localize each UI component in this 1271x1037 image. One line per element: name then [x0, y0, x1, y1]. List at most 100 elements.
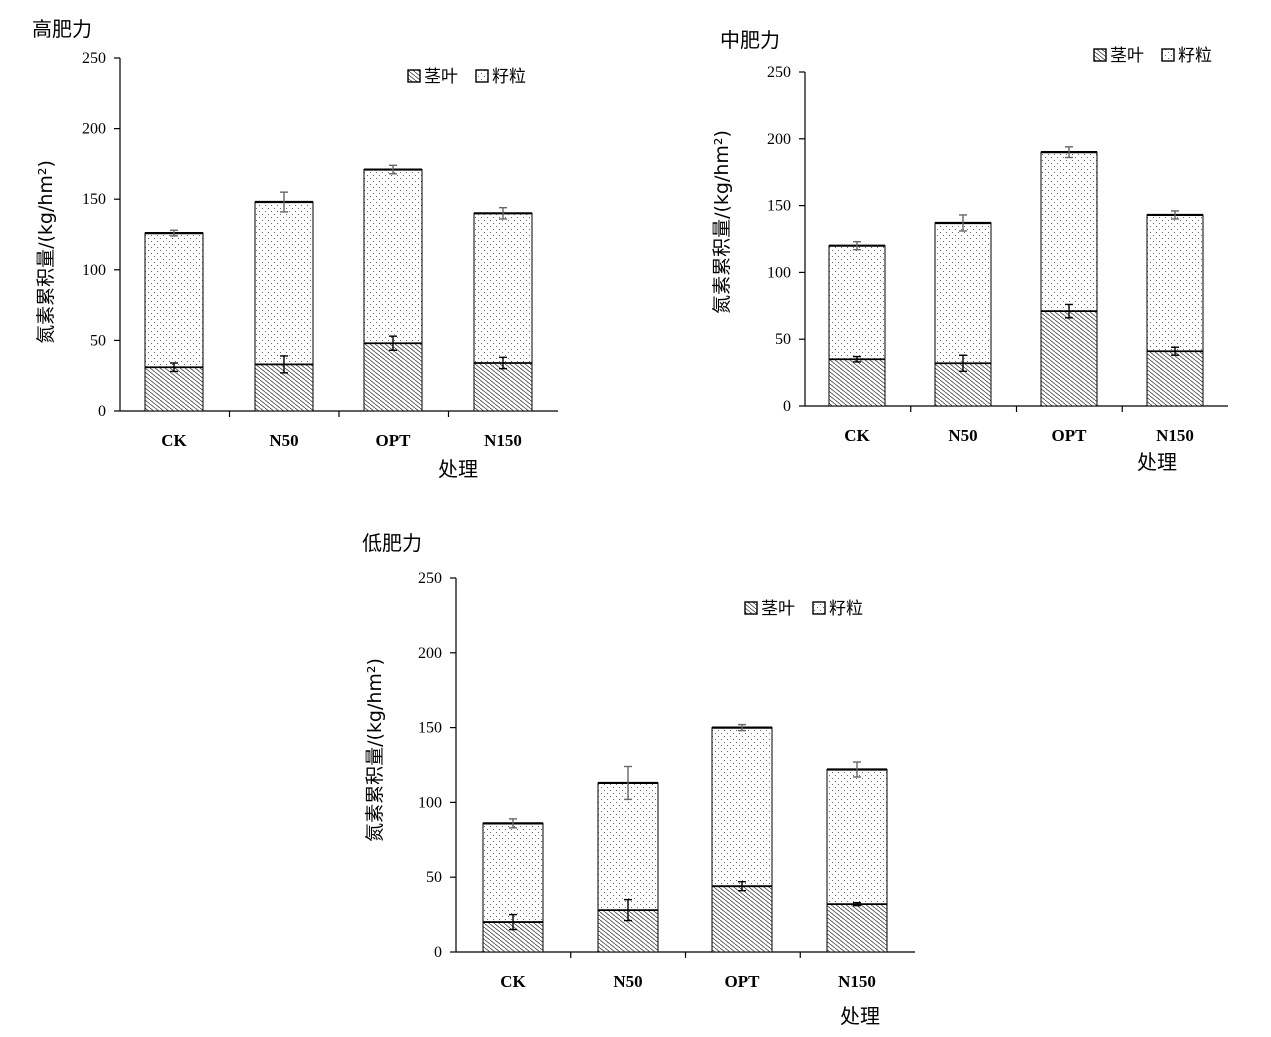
legend-swatch-stem-leaf — [407, 69, 421, 83]
bar-grain-n150 — [1146, 214, 1204, 352]
error-bar-stem-leaf — [389, 335, 397, 351]
error-bar-grain — [853, 761, 861, 778]
y-tick-label: 0 — [783, 398, 791, 415]
y-tick-label: 50 — [426, 869, 442, 886]
bar-grain-n50 — [254, 201, 314, 365]
error-bar-grain — [1171, 210, 1179, 220]
x-category-label: N50 — [613, 972, 642, 991]
error-bar-grain — [499, 206, 507, 220]
bar-stem-leaf-n150 — [1146, 350, 1204, 407]
legend-swatch-grain — [475, 69, 489, 83]
error-bar-stem-leaf — [1065, 303, 1073, 319]
bar-grain-ck — [144, 232, 204, 368]
x-category-label: N150 — [1156, 426, 1194, 445]
error-bar-stem-leaf — [853, 901, 861, 907]
error-bar-stem-leaf — [170, 362, 178, 373]
legend: 茎叶 籽粒 — [744, 599, 863, 619]
legend: 茎叶 籽粒 — [1093, 46, 1212, 66]
error-bar-grain — [170, 229, 178, 237]
y-tick-label: 100 — [418, 794, 442, 811]
bar-stem-leaf-ck — [828, 358, 886, 407]
y-tick-label: 50 — [775, 331, 791, 348]
legend-label-stem-leaf: 茎叶 — [1110, 46, 1144, 66]
x-category-label: N150 — [484, 431, 522, 450]
y-tick-label: 100 — [767, 264, 791, 281]
error-bar-grain — [853, 240, 861, 251]
error-bar-stem-leaf — [624, 898, 632, 922]
y-tick-label: 0 — [98, 403, 106, 420]
error-bar-stem-leaf — [509, 913, 517, 931]
error-bar-grain — [1065, 146, 1073, 159]
y-tick-label: 250 — [82, 50, 106, 67]
x-axis-title: 处理 — [840, 1004, 880, 1028]
error-bar-grain — [738, 723, 746, 732]
chart-title: 低肥力 — [362, 531, 422, 555]
y-tick-label: 150 — [767, 198, 791, 215]
error-bar-stem-leaf — [853, 355, 861, 363]
bar-grain-opt — [1040, 151, 1098, 312]
error-bar-stem-leaf — [280, 355, 288, 374]
bar-stem-leaf-n150 — [826, 903, 888, 953]
legend-label-grain: 籽粒 — [1178, 46, 1212, 66]
legend-label-stem-leaf: 茎叶 — [761, 599, 795, 619]
chart-mid-fertility: 中肥力 0 50 100 150 200 250 CK N50 OPT N150 处理 氮素累积量/(k… — [711, 28, 1228, 474]
legend-swatch-stem-leaf — [1093, 48, 1107, 62]
bar-grain-n50 — [597, 782, 659, 911]
x-category-label: CK — [844, 426, 870, 445]
bar-stem-leaf-ck — [144, 366, 204, 412]
y-tick-label: 50 — [90, 332, 106, 349]
legend-swatch-grain — [812, 601, 826, 615]
legend-label-stem-leaf: 茎叶 — [424, 67, 458, 87]
y-axis-title: 氮素累积量/(kg/hm²) — [364, 658, 386, 842]
error-bar-stem-leaf — [499, 356, 507, 370]
y-tick-label: 200 — [82, 121, 106, 138]
y-tick-label: 200 — [418, 645, 442, 662]
y-tick-label: 250 — [767, 64, 791, 81]
error-bar-grain — [624, 765, 632, 801]
error-bar-stem-leaf — [1171, 346, 1179, 356]
bar-grain-ck — [482, 822, 544, 923]
x-axis-title: 处理 — [1137, 450, 1177, 474]
x-category-label: CK — [500, 972, 526, 991]
error-bar-stem-leaf — [959, 354, 967, 372]
error-bar-grain — [959, 214, 967, 232]
bar-grain-n150 — [473, 212, 533, 364]
error-bar-grain — [509, 818, 517, 829]
bar-stem-leaf-n150 — [473, 362, 533, 412]
y-tick-label: 250 — [418, 570, 442, 587]
x-category-label: OPT — [376, 431, 412, 450]
y-tick-label: 150 — [82, 191, 106, 208]
chart-title: 高肥力 — [32, 17, 92, 41]
x-category-label: CK — [161, 431, 187, 450]
y-axis-title: 氮素累积量/(kg/hm²) — [35, 160, 57, 344]
legend: 茎叶 籽粒 — [407, 67, 526, 87]
error-bar-grain — [389, 164, 397, 175]
x-category-label: OPT — [1052, 426, 1088, 445]
bar-grain-n50 — [934, 222, 992, 364]
bar-grain-n150 — [826, 768, 888, 905]
legend-label-grain: 籽粒 — [829, 599, 863, 619]
y-tick-label: 150 — [418, 720, 442, 737]
bar-grain-opt — [363, 169, 423, 344]
bar-stem-leaf-opt — [1040, 310, 1098, 407]
legend-swatch-grain — [1161, 48, 1175, 62]
bar-stem-leaf-opt — [363, 342, 423, 412]
error-bar-grain — [280, 191, 288, 213]
legend-swatch-stem-leaf — [744, 601, 758, 615]
x-category-label: N150 — [838, 972, 876, 991]
x-category-label: OPT — [725, 972, 761, 991]
y-tick-label: 200 — [767, 131, 791, 148]
chart-title: 中肥力 — [720, 28, 780, 52]
legend-label-grain: 籽粒 — [492, 67, 526, 87]
y-tick-label: 100 — [82, 262, 106, 279]
x-category-label: N50 — [269, 431, 298, 450]
y-axis-title: 氮素累积量/(kg/hm²) — [711, 130, 733, 314]
x-category-label: N50 — [948, 426, 977, 445]
chart-low-fertility: 低肥力 0 50 100 150 200 250 CK N50 OPT N150 处理 氮素累积量/(k… — [362, 531, 915, 1028]
bar-grain-ck — [828, 245, 886, 360]
x-axis-title: 处理 — [438, 457, 478, 481]
error-bar-stem-leaf — [738, 880, 746, 892]
bar-stem-leaf-opt — [711, 885, 773, 953]
y-tick-label: 0 — [434, 944, 442, 961]
